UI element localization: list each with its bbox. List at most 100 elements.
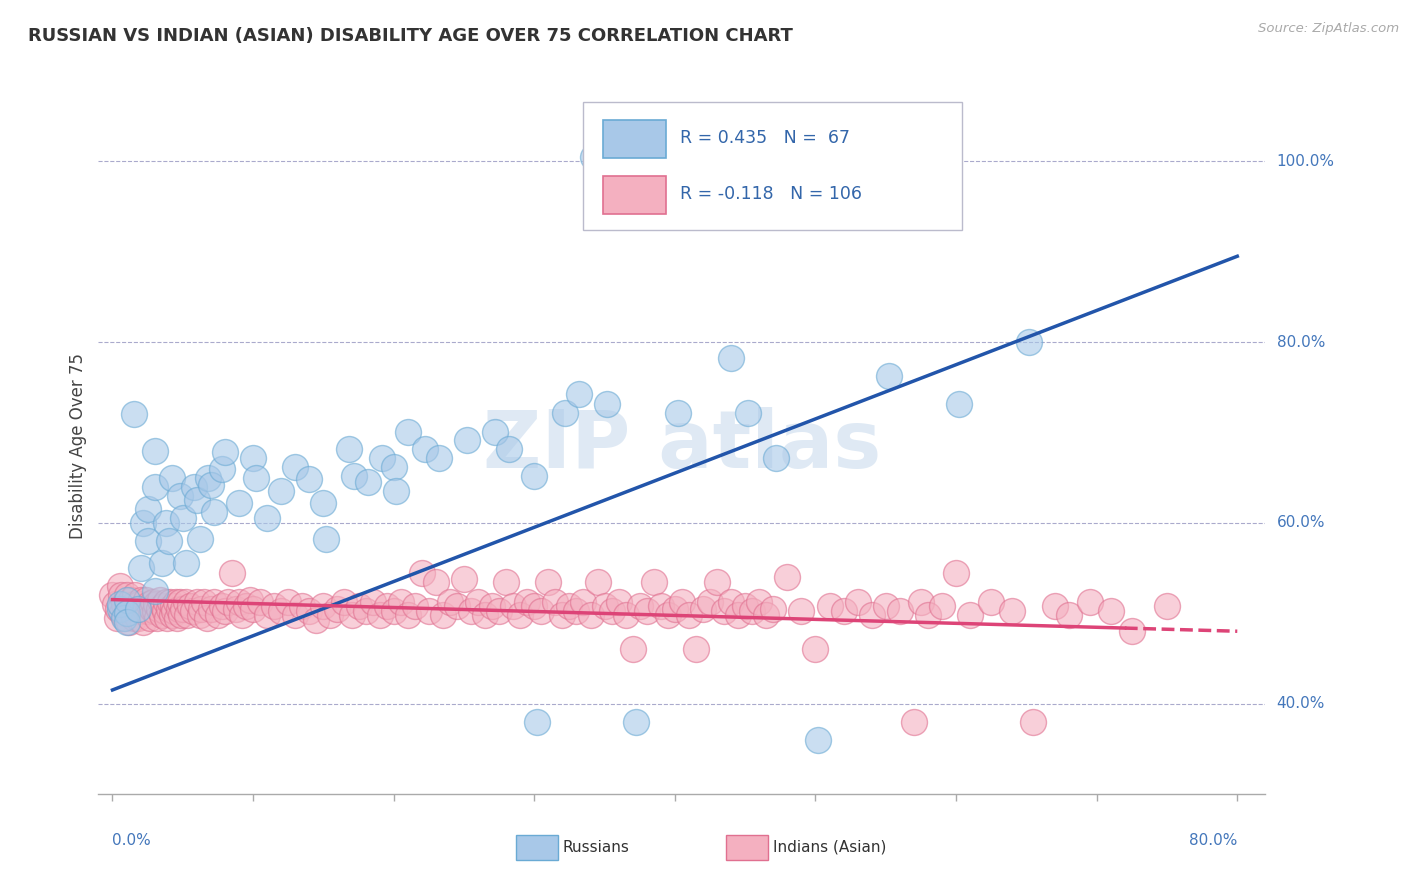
Point (181, 604, 204, 618)
Point (136, 502, 159, 516)
Point (146, 610, 169, 624)
Point (183, 480, 205, 494)
Point (152, 599, 174, 613)
Point (115, 601, 138, 615)
Point (456, 433, 478, 447)
Point (453, 572, 475, 586)
Point (340, 607, 363, 622)
Point (245, 470, 267, 484)
Point (200, 478, 222, 492)
Point (404, 599, 426, 613)
FancyBboxPatch shape (603, 176, 665, 213)
Point (755, 607, 778, 622)
Point (382, 459, 405, 474)
Point (186, 493, 208, 508)
Point (357, 475, 380, 490)
FancyBboxPatch shape (582, 102, 962, 230)
Point (115, 592, 138, 607)
Point (186, 595, 208, 609)
Point (903, 714, 925, 729)
Point (256, 511, 278, 525)
Point (249, 595, 271, 609)
Point (948, 396, 970, 410)
Point (1001, 604, 1024, 618)
Point (1099, 604, 1122, 618)
Point (959, 607, 981, 622)
Point (124, 588, 146, 602)
Point (523, 599, 546, 613)
Point (115, 606, 138, 620)
Point (1043, 599, 1066, 613)
Point (614, 607, 637, 622)
Point (143, 480, 166, 494)
Point (382, 604, 405, 618)
Point (284, 459, 307, 474)
Point (354, 604, 377, 618)
Point (112, 610, 135, 624)
Point (537, 574, 560, 589)
Point (737, 406, 759, 420)
Text: ZIP atlas: ZIP atlas (482, 407, 882, 485)
Text: 40.0%: 40.0% (1277, 696, 1324, 711)
Point (425, 574, 447, 589)
Point (159, 595, 181, 609)
Text: 0.0%: 0.0% (112, 833, 152, 847)
Point (193, 595, 215, 609)
Point (720, 595, 742, 609)
FancyBboxPatch shape (516, 835, 558, 860)
Point (143, 583, 166, 598)
Point (228, 595, 250, 609)
Point (169, 595, 191, 609)
Point (305, 614, 328, 628)
Point (128, 597, 150, 611)
Point (150, 607, 173, 622)
Point (467, 595, 489, 609)
Point (889, 604, 911, 618)
Point (172, 511, 194, 525)
Point (337, 442, 360, 456)
Point (720, 351, 742, 366)
Point (150, 557, 173, 571)
Point (157, 601, 180, 615)
Point (790, 604, 813, 618)
Text: Source: ZipAtlas.com: Source: ZipAtlas.com (1258, 22, 1399, 36)
Point (762, 601, 785, 615)
Point (628, 599, 651, 613)
Point (195, 610, 218, 624)
Point (167, 601, 190, 615)
Point (108, 597, 131, 611)
Point (643, 574, 665, 589)
Point (121, 604, 143, 618)
Point (832, 604, 855, 618)
Point (1018, 335, 1040, 350)
Point (139, 610, 162, 624)
Point (160, 607, 183, 622)
Point (565, 604, 588, 618)
Point (312, 599, 335, 613)
Point (228, 496, 250, 510)
Text: Indians (Asian): Indians (Asian) (773, 840, 886, 855)
Point (190, 601, 212, 615)
Point (174, 557, 197, 571)
Point (143, 604, 166, 618)
Point (1078, 595, 1101, 609)
Point (172, 601, 194, 615)
Point (427, 450, 450, 465)
Point (666, 406, 689, 420)
Point (112, 597, 135, 611)
Point (502, 599, 524, 613)
Point (568, 387, 591, 401)
Point (846, 595, 869, 609)
Point (945, 566, 967, 580)
Point (263, 599, 285, 613)
Point (129, 604, 152, 618)
Point (129, 592, 152, 607)
Point (231, 607, 253, 622)
Point (474, 607, 496, 622)
Point (284, 607, 307, 622)
FancyBboxPatch shape (727, 835, 768, 860)
Point (418, 604, 440, 618)
Point (375, 599, 398, 613)
Point (713, 604, 735, 618)
Point (110, 588, 132, 602)
